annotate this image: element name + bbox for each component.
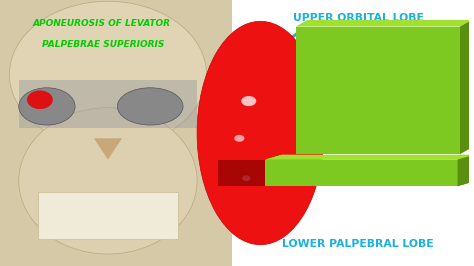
Polygon shape: [457, 155, 474, 186]
Ellipse shape: [197, 21, 324, 245]
Bar: [296, 27, 460, 154]
Ellipse shape: [9, 1, 207, 148]
Ellipse shape: [242, 175, 251, 181]
Text: PALPEBRAE SUPERIORIS: PALPEBRAE SUPERIORIS: [42, 40, 164, 49]
Bar: [0, 0, 232, 266]
Polygon shape: [296, 20, 472, 27]
Text: LOWER PALPEBRAL LOBE: LOWER PALPEBRAL LOBE: [282, 239, 433, 250]
Ellipse shape: [27, 90, 53, 109]
Polygon shape: [94, 138, 122, 160]
Bar: [19, 80, 197, 128]
Bar: [265, 160, 457, 186]
Bar: [218, 160, 303, 186]
Ellipse shape: [118, 88, 183, 125]
Polygon shape: [460, 20, 472, 154]
Polygon shape: [457, 155, 474, 186]
Ellipse shape: [234, 135, 245, 142]
Text: UPPER ORBITAL LOBE: UPPER ORBITAL LOBE: [293, 13, 424, 23]
Bar: [265, 160, 457, 186]
Polygon shape: [265, 155, 474, 160]
Bar: [37, 192, 178, 239]
Ellipse shape: [241, 96, 256, 106]
Ellipse shape: [19, 108, 197, 254]
Ellipse shape: [19, 88, 75, 125]
Polygon shape: [265, 155, 474, 160]
Text: APONEUROSIS OF LEVATOR: APONEUROSIS OF LEVATOR: [33, 19, 171, 28]
